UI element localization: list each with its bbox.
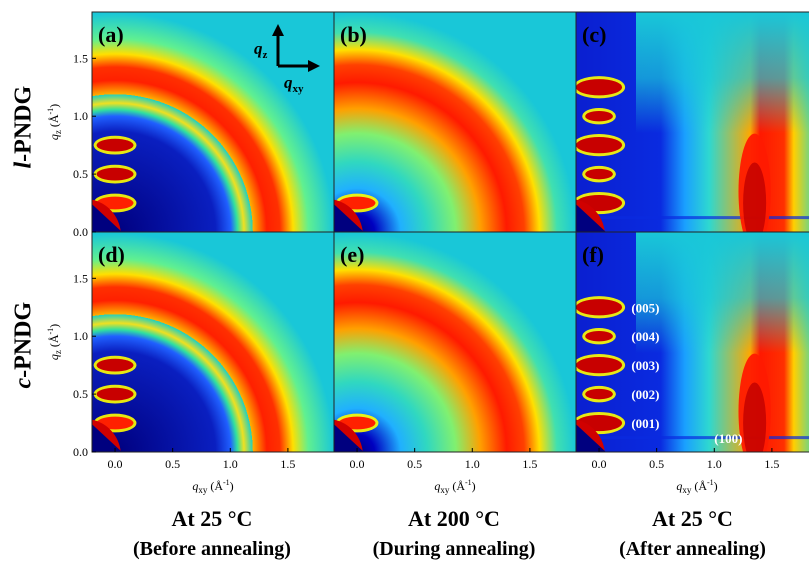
- lamellar-peak: [576, 137, 623, 154]
- scattering-ring: [334, 12, 576, 232]
- caption-sub: (Before annealing): [133, 538, 291, 560]
- detector-shadow: [334, 204, 364, 232]
- panels-layer: (a) (b) (c) (d) (e) (f) (005) (004) (003) (002) (0…: [91, 11, 809, 453]
- lamellar-peak: [96, 138, 134, 152]
- row-label-suffix: -PNDG: [10, 85, 37, 162]
- peak-100-core: [743, 382, 767, 452]
- y-tick-label: 0.5: [73, 387, 88, 401]
- x-tick-label: 0.5: [407, 457, 422, 471]
- panel-label: (a): [98, 22, 124, 47]
- detector-shadow: [92, 424, 122, 452]
- peak-index-label: (004): [631, 329, 659, 344]
- panel-label: (f): [582, 242, 604, 267]
- lamellar-peak: [576, 357, 623, 374]
- y-axis-label: qz (Å-1): [46, 104, 63, 140]
- x-tick-label: 1.5: [280, 457, 295, 471]
- lamellar-peak: [585, 168, 613, 180]
- scattering-ring: [92, 232, 334, 452]
- x-tick-label: 0.0: [592, 457, 607, 471]
- y-tick-label: 1.5: [73, 51, 88, 65]
- y-axis-label: qz (Å-1): [46, 324, 63, 360]
- panel-f: (f) (005) (004) (003) (002) (001) (100): [575, 231, 809, 453]
- peak-index-label: (001): [631, 416, 659, 431]
- panel-b: (b): [333, 11, 577, 233]
- x-tick-label: 1.0: [465, 457, 480, 471]
- x-tick-label: 0.5: [649, 457, 664, 471]
- peak-index-label: (002): [631, 387, 659, 402]
- caption-sub: (During annealing): [372, 538, 536, 560]
- peak-100-core: [743, 162, 767, 232]
- panel-label: (d): [98, 242, 125, 267]
- horizon-line: [596, 216, 809, 220]
- column-caption-1: At 25 °C (Before annealing): [92, 506, 332, 561]
- lamellar-peak: [96, 358, 134, 372]
- detector-shadow: [334, 424, 364, 452]
- row-label-prefix: l: [10, 161, 37, 169]
- x-tick-label: 1.5: [522, 457, 537, 471]
- column-caption-3: At 25 °C (After annealing): [576, 506, 809, 561]
- x-tick-label: 1.5: [764, 457, 779, 471]
- lamellar-peak: [576, 79, 623, 96]
- panel-frame: [575, 231, 809, 453]
- panel-a: (a): [91, 11, 335, 233]
- lamellar-peak: [576, 299, 623, 316]
- lamellar-peak: [96, 387, 134, 401]
- detector-shadow: [92, 204, 122, 232]
- y-tick-label: 0.5: [73, 167, 88, 181]
- panel-c: (c): [575, 11, 809, 233]
- y-tick-label: 1.0: [73, 329, 88, 343]
- row-label-c-pndg: c-PNDG: [10, 302, 38, 389]
- x-axis-label: qxy (Å-1): [192, 478, 233, 495]
- qz-arrow-head: [272, 24, 284, 36]
- row-label-prefix: c: [10, 377, 37, 389]
- x-tick-label: 0.0: [108, 457, 123, 471]
- x-tick-label: 1.0: [707, 457, 722, 471]
- qz-arrow-label: qz: [254, 39, 268, 61]
- peak-index-label: (005): [631, 300, 659, 315]
- y-tick-label: 1.5: [73, 271, 88, 285]
- qxy-arrow-label: qxy: [284, 73, 304, 95]
- column-caption-2: At 200 °C (During annealing): [334, 506, 574, 561]
- top-haze: [636, 12, 809, 232]
- detector-shadow: [576, 424, 606, 452]
- x-tick-label: 1.0: [223, 457, 238, 471]
- x-axis-label: qxy (Å-1): [434, 478, 475, 495]
- row-label-l-pndg: l-PNDG: [10, 85, 38, 169]
- caption-main: At 200 °C: [408, 506, 500, 531]
- scattering-ring: [92, 12, 334, 232]
- panel-label: (c): [582, 22, 606, 47]
- x-tick-label: 0.5: [165, 457, 180, 471]
- y-tick-label: 0.0: [73, 445, 88, 459]
- panel-label: (e): [340, 242, 364, 267]
- lamellar-peak: [585, 388, 613, 400]
- panel-d: (d): [91, 231, 335, 453]
- x-tick-label: 0.0: [350, 457, 365, 471]
- lamellar-peak: [585, 331, 613, 342]
- scattering-ring: [334, 232, 576, 452]
- caption-main: At 25 °C: [171, 506, 253, 531]
- panel-e: (e): [333, 231, 577, 453]
- y-tick-label: 1.0: [73, 109, 88, 123]
- row-label-suffix: -PNDG: [10, 301, 37, 378]
- qxy-arrow-head: [308, 60, 320, 72]
- lamellar-peak: [585, 111, 613, 122]
- horizon-line: [596, 436, 809, 440]
- peak-index-label: (003): [631, 358, 659, 373]
- lamellar-peak: [96, 167, 134, 181]
- detector-shadow: [576, 204, 606, 232]
- top-haze: [636, 232, 809, 452]
- y-tick-label: 0.0: [73, 225, 88, 239]
- panel-label: (b): [340, 22, 367, 47]
- peak-index-label: (100): [714, 431, 742, 446]
- caption-sub: (After annealing): [619, 538, 766, 560]
- caption-main: At 25 °C: [652, 506, 733, 531]
- axes-layer: 0.0 0.5 1.0 1.5 qz (Å-1) 0.0 0.5 1.0 1.5 qz (Å-1)…: [46, 24, 779, 495]
- x-axis-label: qxy (Å-1): [676, 478, 717, 495]
